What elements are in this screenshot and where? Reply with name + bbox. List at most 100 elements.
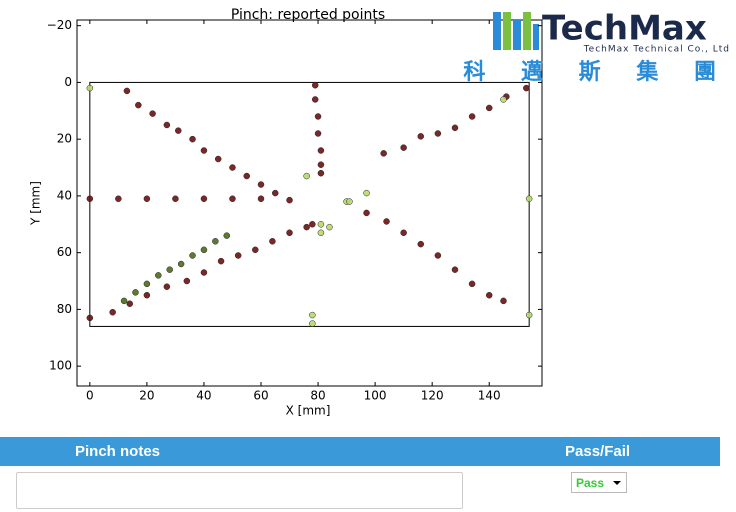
result-header: Pass/Fail [565, 443, 631, 460]
y-axis-label: Y [mm] [29, 181, 43, 226]
logo: TechMax TechMax Technical Co., Ltd 科 邁 斯… [463, 9, 730, 86]
y-tick-label: 40 [57, 188, 72, 202]
point [200, 246, 208, 254]
point [135, 101, 142, 109]
point [200, 195, 208, 202]
point [189, 252, 196, 259]
point [126, 300, 134, 307]
notes-header: Pinch notes [75, 443, 161, 460]
logo-icon [523, 12, 531, 50]
point [172, 195, 179, 202]
point [86, 84, 94, 92]
point [223, 232, 231, 239]
point [269, 238, 276, 245]
point [326, 223, 333, 231]
point [234, 252, 242, 259]
point [500, 96, 507, 103]
point [485, 291, 493, 299]
x-tick-label: 100 [364, 389, 387, 403]
y-tick-label: 80 [57, 302, 72, 316]
point [317, 161, 325, 168]
logo-company: TechMax Technical Co., Ltd [583, 45, 730, 55]
point [485, 104, 493, 112]
x-tick-label: 120 [421, 389, 444, 403]
point [380, 150, 387, 157]
point [317, 221, 325, 228]
point [115, 195, 122, 202]
point [86, 195, 94, 202]
y-tick-label: 0 [64, 75, 72, 89]
point [229, 164, 236, 171]
point [314, 113, 322, 120]
point [500, 297, 507, 305]
point [155, 272, 162, 279]
point [163, 283, 171, 290]
point [525, 195, 533, 202]
point [363, 189, 370, 197]
point [314, 130, 322, 137]
point [383, 218, 390, 225]
y-tick-label: 20 [57, 132, 72, 146]
result-select[interactable]: Pass [571, 472, 627, 493]
point [143, 280, 151, 288]
point [286, 196, 293, 204]
point [272, 189, 279, 197]
point [417, 240, 425, 248]
y-tick-label: −20 [47, 18, 72, 32]
logo-icon [533, 24, 539, 50]
logo-icon [503, 12, 511, 50]
point [434, 130, 442, 137]
point [86, 314, 94, 322]
point [200, 147, 208, 154]
point [175, 127, 182, 134]
y-tick-label: 60 [57, 245, 72, 259]
point [166, 266, 173, 273]
point [303, 172, 310, 180]
point [229, 195, 236, 202]
point [525, 311, 533, 319]
point [311, 96, 319, 103]
point [183, 277, 191, 285]
point [317, 169, 325, 177]
point [123, 87, 131, 95]
point [417, 133, 425, 140]
x-tick-label: 80 [310, 389, 325, 403]
point [400, 229, 407, 237]
point [309, 311, 316, 319]
logo-name: TechMax [542, 9, 707, 49]
logo-chinese: 科 邁 斯 集 團 [463, 59, 730, 85]
point [451, 124, 459, 132]
point [468, 280, 476, 288]
result-value: Pass [576, 476, 605, 490]
logo-icon [493, 12, 501, 50]
point [252, 246, 259, 254]
point [468, 113, 476, 120]
notes-input[interactable] [16, 472, 463, 509]
x-tick-label: 0 [86, 389, 94, 403]
chart: Pinch: reported points X [mm] Y [mm] Tec… [29, 7, 730, 418]
point [189, 135, 196, 143]
point [303, 223, 310, 231]
x-tick-label: 20 [139, 389, 154, 403]
logo-icon [513, 20, 521, 50]
point [214, 155, 222, 163]
point [149, 110, 156, 117]
x-axis-label: X [mm] [286, 404, 331, 418]
x-tick-label: 40 [196, 389, 211, 403]
sensor-area [89, 81, 530, 327]
x-tick-label: 140 [478, 389, 501, 403]
point [243, 172, 250, 180]
point [523, 84, 530, 92]
point [163, 121, 171, 129]
point [109, 308, 116, 316]
point [200, 269, 208, 276]
point [451, 266, 459, 273]
point [212, 238, 219, 245]
point [286, 229, 293, 237]
point [143, 195, 151, 202]
point [143, 291, 151, 299]
point [257, 181, 265, 188]
point [311, 82, 319, 89]
point [400, 144, 407, 151]
